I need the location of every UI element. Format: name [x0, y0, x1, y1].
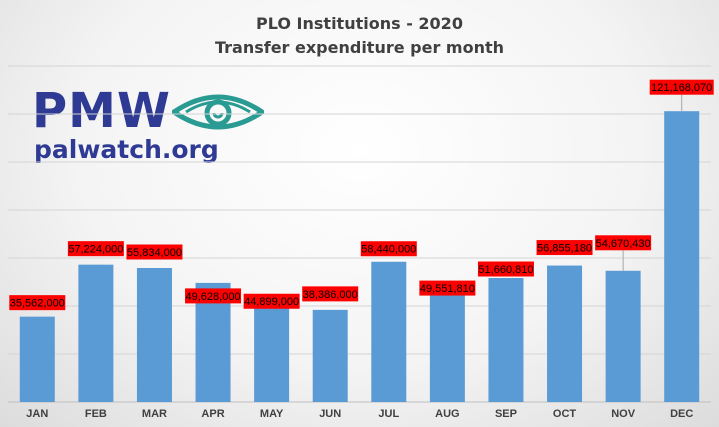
bar: [254, 294, 290, 402]
data-label-box: [302, 286, 359, 302]
data-label-box: [360, 241, 417, 257]
logo-site-text: palwatch.org: [34, 135, 219, 164]
x-tick-label: NOV: [611, 408, 636, 420]
data-label: 49,551,810: [420, 283, 475, 295]
data-label: 54,670,430: [596, 238, 651, 250]
x-tick-label: AUG: [435, 408, 459, 420]
x-tick-label: FEB: [85, 408, 107, 420]
data-label: 51,660,810: [478, 264, 533, 276]
data-label-box: [243, 293, 300, 309]
x-tick-label: MAY: [260, 408, 284, 420]
data-label-box: [185, 288, 242, 304]
x-tick-label: APR: [201, 408, 224, 420]
data-label-box: [595, 235, 652, 251]
chart-title: PLO Institutions - 2020: [256, 14, 463, 33]
data-label: 56,855,180: [537, 243, 592, 255]
x-tick-label: JUN: [319, 408, 341, 420]
data-label: 58,440,000: [361, 244, 416, 256]
data-label-box: [67, 241, 124, 257]
bar: [78, 264, 114, 402]
bar: [19, 316, 55, 402]
x-tick-label: SEP: [495, 408, 517, 420]
data-label: 121,168,070: [651, 82, 712, 94]
data-label: 38,386,000: [303, 289, 358, 301]
logo-pmw-text: PMW: [32, 83, 171, 139]
chart-subtitle: Transfer expenditure per month: [214, 38, 505, 57]
bar: [664, 111, 700, 403]
data-label-box: [649, 79, 714, 95]
data-label-box: [536, 240, 593, 256]
bar: [429, 283, 465, 402]
bar: [488, 278, 524, 402]
x-tick-label: MAR: [142, 408, 167, 420]
x-tick-label: JAN: [26, 408, 48, 420]
data-label-box: [477, 261, 534, 277]
data-label: 57,224,000: [68, 244, 123, 256]
data-label-box: [126, 244, 183, 260]
data-label: 35,562,000: [10, 298, 65, 310]
bar: [312, 309, 348, 402]
data-label: 44,899,000: [244, 296, 299, 308]
data-label: 49,628,000: [186, 291, 241, 303]
data-label: 55,834,000: [127, 247, 182, 259]
bar: [136, 267, 172, 402]
bar: [371, 261, 407, 402]
bar: [547, 265, 583, 402]
data-label-box: [9, 295, 66, 311]
pmw-logo: PMW palwatch.org: [32, 83, 264, 170]
bar: [605, 270, 641, 402]
x-tick-label: DEC: [670, 408, 693, 420]
data-label-box: [419, 280, 476, 296]
x-tick-label: OCT: [553, 408, 577, 420]
x-tick-label: JUL: [378, 408, 399, 420]
